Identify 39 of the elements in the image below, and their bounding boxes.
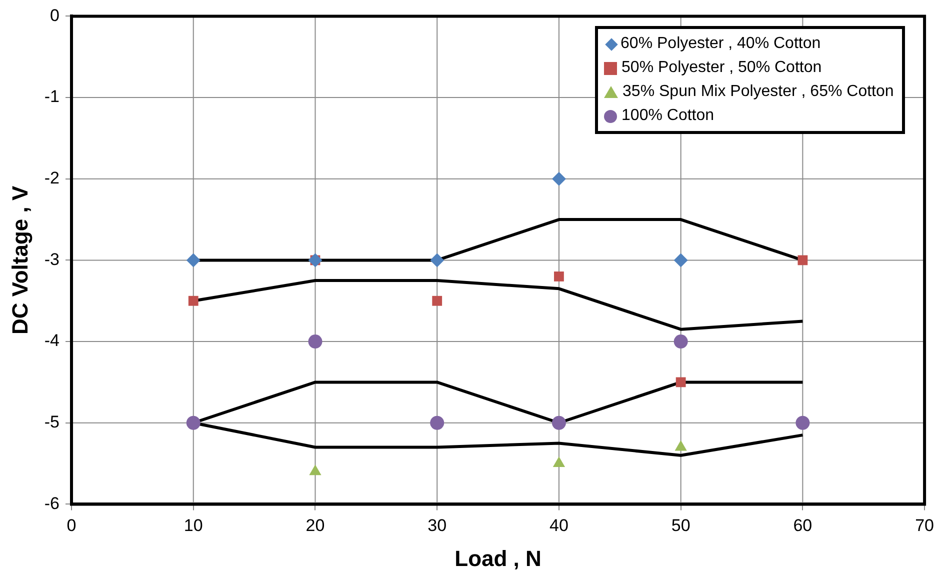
point	[308, 334, 322, 349]
y-tick-label: -1	[44, 87, 60, 106]
y-tick-label: -4	[44, 331, 60, 350]
point	[188, 296, 198, 306]
x-tick-label: 0	[66, 516, 76, 536]
point	[186, 253, 200, 268]
x-axis-title: Load , N	[454, 546, 542, 571]
point	[674, 334, 688, 349]
point	[186, 416, 200, 430]
x-tick-label: 70	[915, 516, 934, 536]
legend-label: 100% Cotton	[622, 107, 714, 126]
point	[552, 172, 566, 186]
legend-label: 60% Polyester , 40% Cotton	[620, 35, 821, 54]
x-tick-label: 10	[184, 516, 203, 536]
y-tick-label: -3	[44, 250, 60, 269]
point	[430, 416, 444, 430]
point	[432, 296, 442, 306]
legend-label: 35% Spun Mix Polyester , 65% Cotton	[622, 83, 894, 102]
y-axis-title: DC Voltage , V	[7, 186, 32, 335]
x-tick-label: 40	[550, 516, 568, 536]
x-tick-label: 60	[793, 516, 812, 536]
point	[554, 272, 564, 282]
point	[796, 416, 810, 430]
point	[676, 377, 686, 388]
x-tick-label: 20	[306, 516, 325, 536]
legend-label: 50% Polyester , 50% Cotton	[622, 59, 822, 78]
x-tick-label: 50	[671, 516, 690, 536]
point	[430, 253, 444, 268]
y-tick-label: -2	[44, 168, 60, 188]
point	[552, 456, 566, 468]
point	[309, 464, 322, 476]
point	[674, 440, 687, 451]
point	[674, 253, 688, 268]
y-tick-label: -6	[44, 494, 60, 513]
x-tick-label: 30	[428, 516, 447, 536]
point	[798, 255, 808, 266]
point	[552, 416, 566, 430]
y-tick-label: 0	[50, 6, 60, 25]
y-tick-label: -5	[44, 412, 60, 432]
